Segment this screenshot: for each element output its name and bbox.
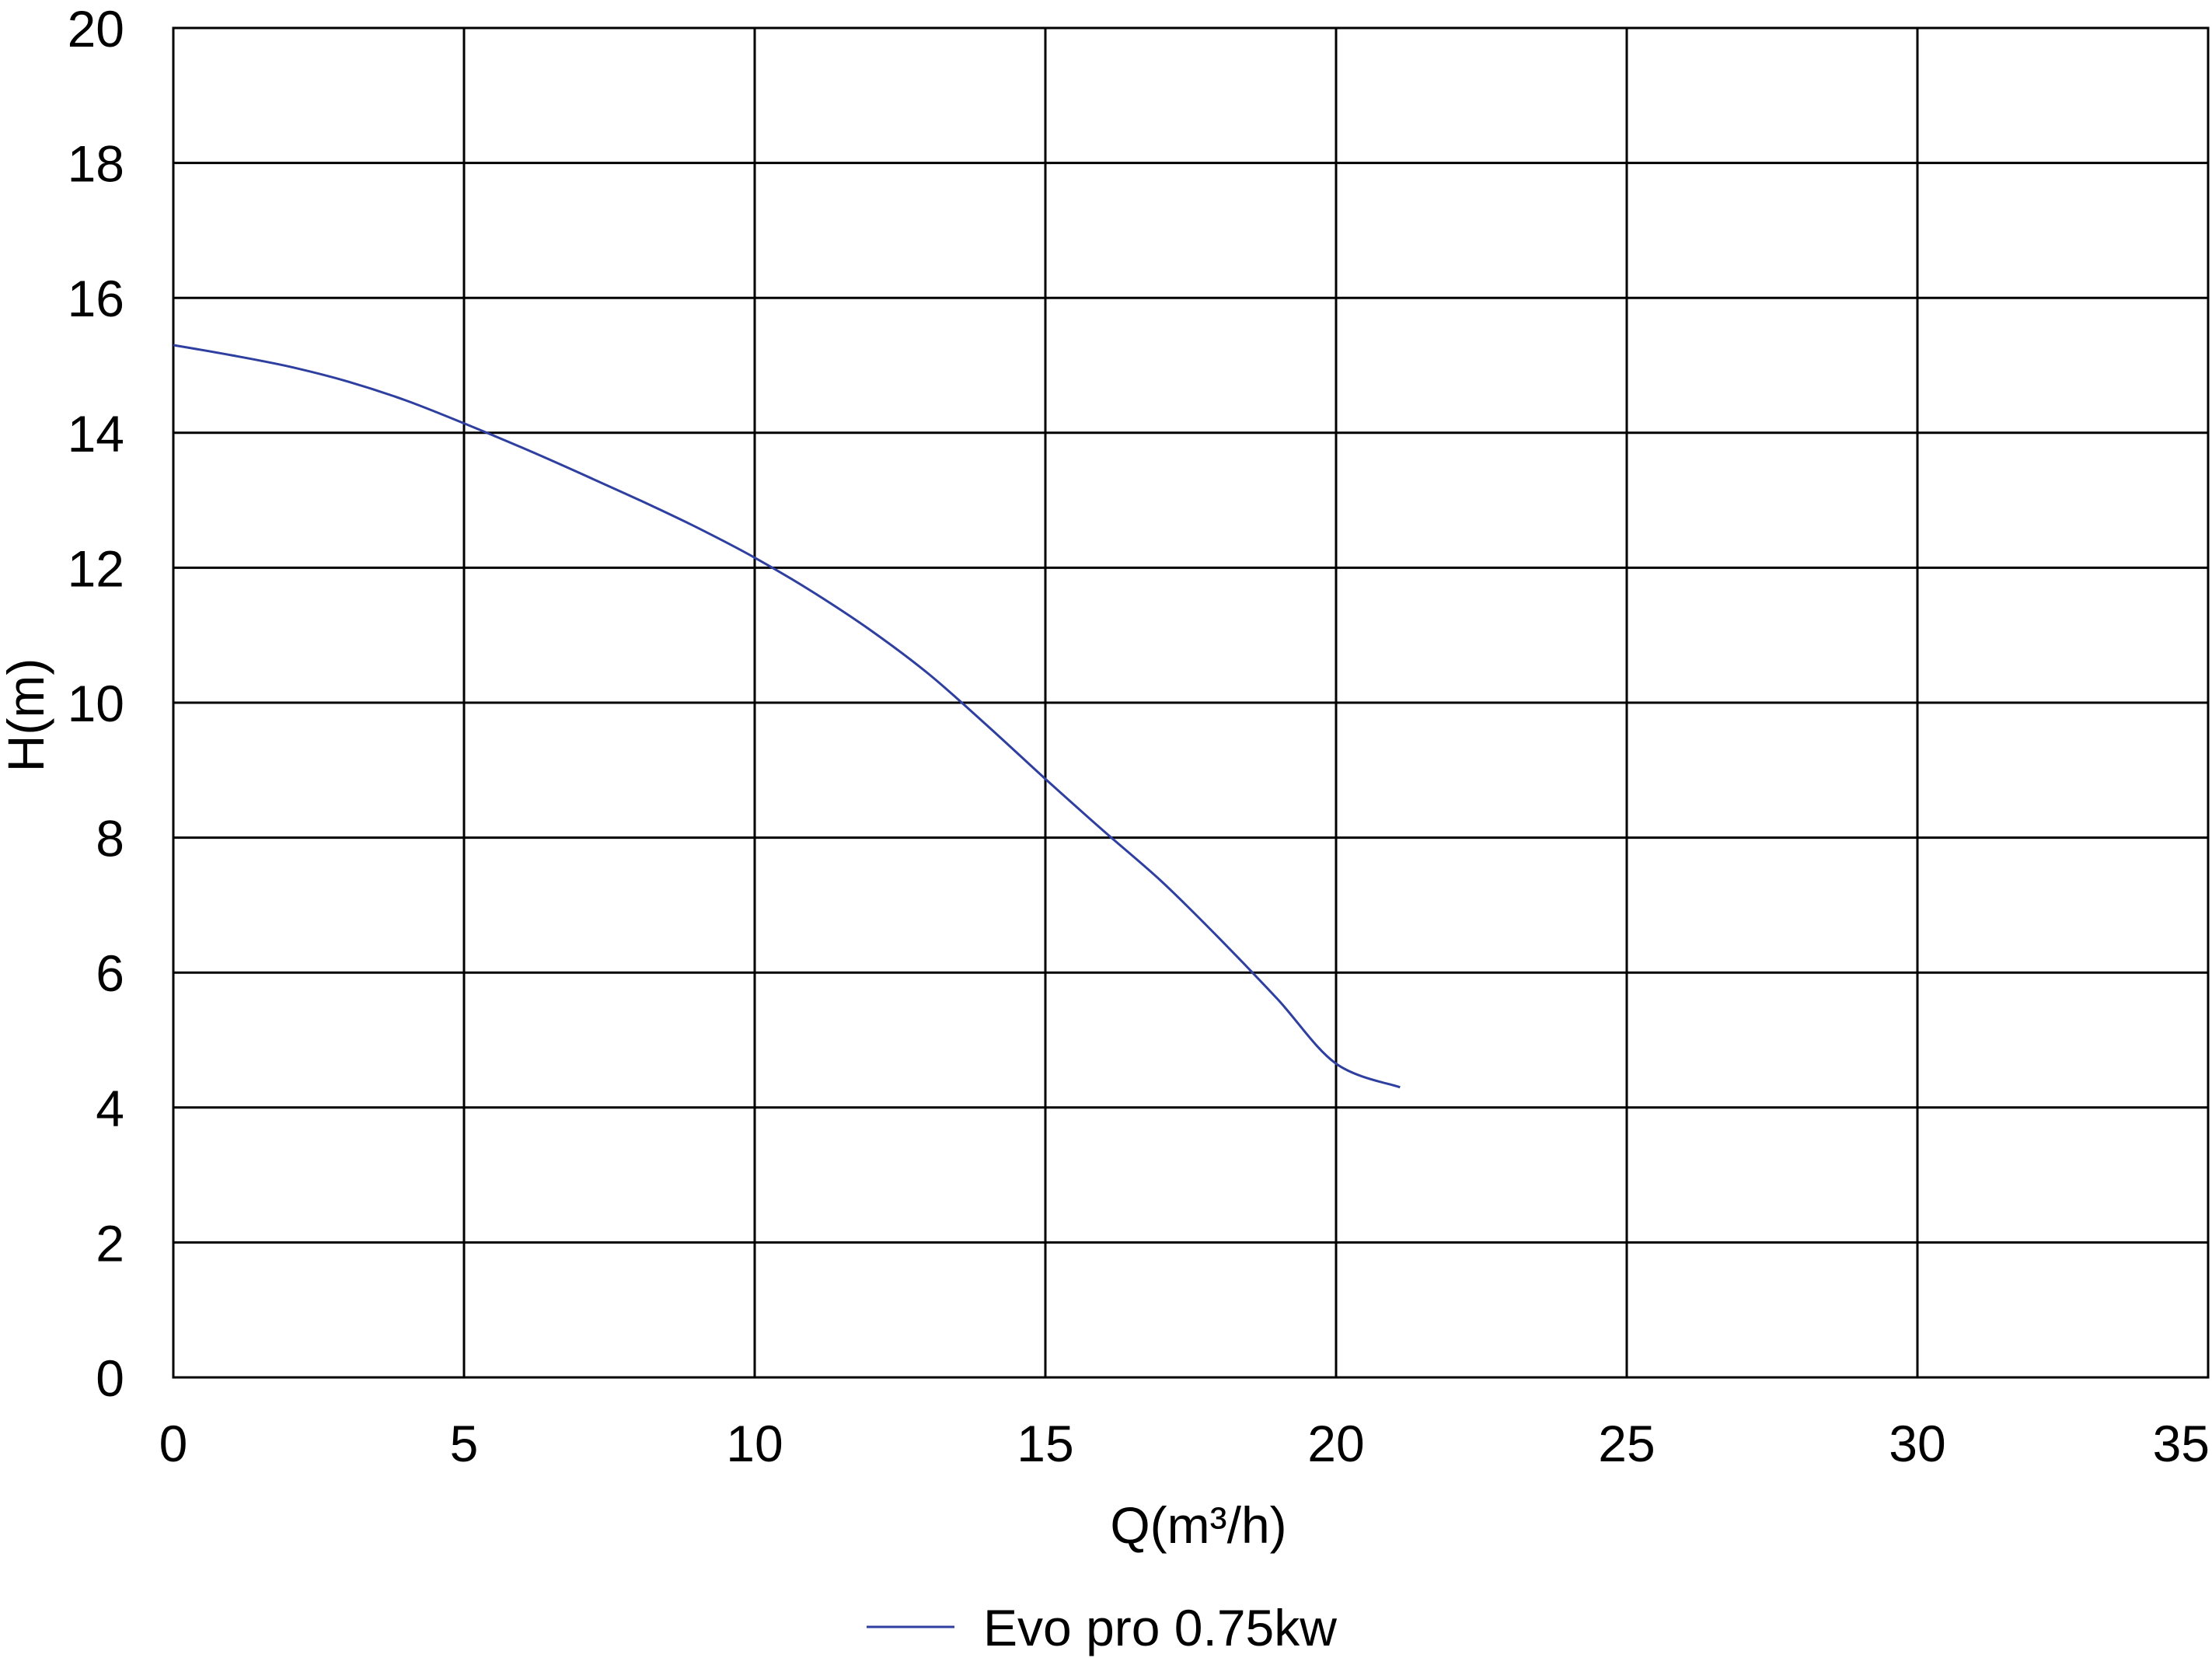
y-tick-label: 0 xyxy=(96,1349,124,1407)
series-group xyxy=(173,344,1401,1089)
x-tick-label: 25 xyxy=(1598,1415,1655,1472)
y-tick-label: 6 xyxy=(96,944,124,1002)
y-tick-label: 2 xyxy=(96,1214,124,1272)
x-axis-title: Q(m³/h) xyxy=(1110,1496,1286,1554)
y-tick-label: 18 xyxy=(68,135,124,193)
legend-label: Evo pro 0.75kw xyxy=(983,1599,1337,1656)
x-tick-label: 20 xyxy=(1307,1415,1364,1472)
x-tick-label: 10 xyxy=(726,1415,783,1472)
y-tick-label: 4 xyxy=(96,1080,124,1137)
legend: Evo pro 0.75kw xyxy=(867,1599,1337,1656)
x-tick-label: 30 xyxy=(1889,1415,1945,1472)
y-tick-label: 14 xyxy=(68,405,124,462)
x-tick-label: 5 xyxy=(450,1415,479,1472)
y-tick-label: 10 xyxy=(68,675,124,732)
x-tick-label: 0 xyxy=(159,1415,188,1472)
x-axis-ticks: 0 5 10 15 20 25 30 35 xyxy=(159,1415,2210,1472)
x-tick-label: 15 xyxy=(1017,1415,1073,1472)
y-tick-label: 8 xyxy=(96,810,124,867)
y-axis-title: H(m) xyxy=(0,658,54,773)
y-tick-label: 12 xyxy=(68,539,124,597)
x-tick-label: 35 xyxy=(2153,1415,2210,1472)
series-line-0 xyxy=(173,344,1401,1089)
grid xyxy=(172,26,2210,1379)
y-tick-label: 16 xyxy=(68,270,124,327)
y-axis-ticks: 0 2 4 6 8 10 12 14 16 18 20 xyxy=(68,0,124,1407)
y-tick-label: 20 xyxy=(68,0,124,58)
plot-frame xyxy=(172,26,2210,1379)
